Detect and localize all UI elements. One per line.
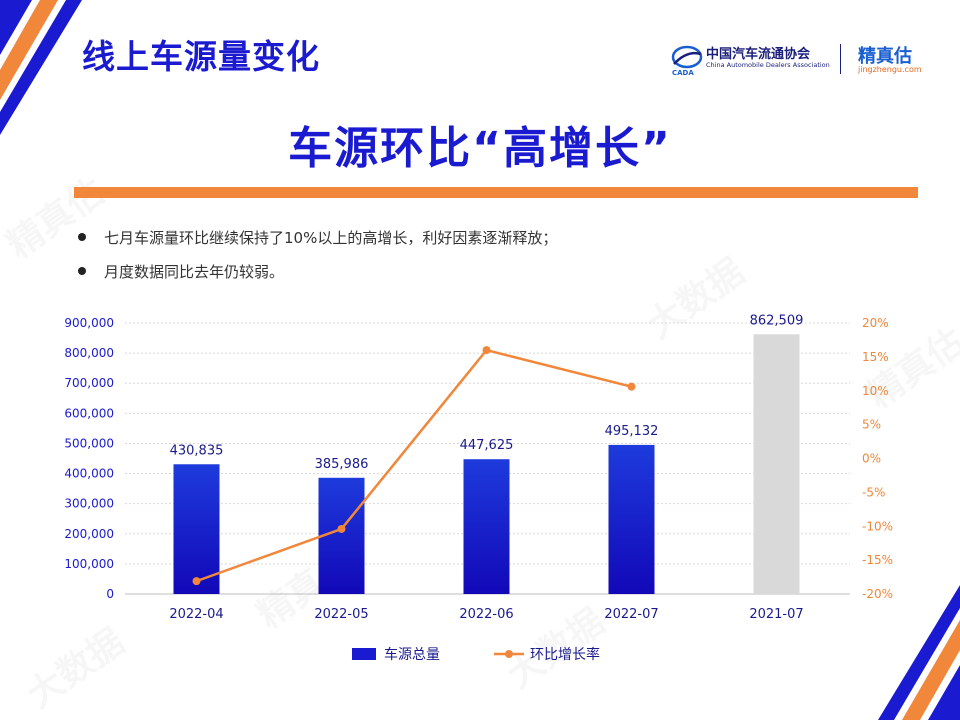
line-point (482, 346, 491, 355)
corner-decoration-bottom-right (878, 585, 960, 720)
right-axis-tick-label: -5% (862, 485, 885, 499)
bar (463, 459, 510, 594)
jzg-url: jingzhengu.com (858, 65, 922, 74)
right-axis-tick-label: -10% (862, 519, 893, 533)
right-axis-tick-label: 10% (862, 384, 889, 398)
page-title: 线上车源量变化 (82, 37, 320, 76)
bullet-item: 七月车源量环比继续保持了10%以上的高增长，利好因素逐渐释放； (78, 224, 557, 250)
bullet-item: 月度数据同比去年仍较弱。 (78, 258, 557, 284)
right-axis-tick-label: -15% (862, 553, 893, 567)
right-axis-tick-label: 0% (862, 452, 881, 466)
x-axis-tick-label: 2022-06 (459, 607, 513, 622)
bar-data-label: 862,509 (750, 313, 804, 328)
right-axis-tick-label: 5% (862, 418, 881, 432)
bar-data-label: 430,835 (170, 443, 224, 458)
main-title: 车源环比“高增长” (288, 123, 672, 174)
cada-english-name: China Automobile Dealers Association (706, 61, 830, 69)
bullet-dot-icon (78, 267, 86, 275)
x-axis-tick-label: 2022-05 (314, 607, 368, 622)
left-axis-tick-label: 800,000 (64, 346, 114, 360)
bullet-dot-icon (78, 233, 86, 241)
bar (173, 464, 220, 594)
x-axis-tick-label: 2022-07 (604, 607, 658, 622)
logo-divider (840, 44, 841, 74)
bar-data-label: 447,625 (460, 438, 514, 453)
right-axis-tick-label: 20% (862, 316, 889, 330)
cada-name: 中国汽车流通协会 (706, 47, 811, 62)
x-axis-tick-label: 2021-07 (749, 607, 803, 622)
jzg-name: 精真估 (858, 46, 912, 67)
legend-bar-swatch (352, 648, 376, 660)
legend-line-label: 环比增长率 (530, 646, 600, 663)
combo-chart: 0 100,000 200,000 300,000 400,000 500,000 600,… (64, 313, 893, 663)
legend-line-marker (505, 650, 513, 658)
logo-block: CADA 中国汽车流通协会 China Automobile Dealers A… (670, 40, 930, 80)
left-axis-tick-label: 100,000 (64, 557, 114, 571)
bar-data-label: 385,986 (315, 457, 369, 472)
line-series-path (196, 348, 632, 583)
bar (318, 477, 365, 594)
line-point (627, 382, 636, 391)
legend-bar-label: 车源总量 (384, 646, 440, 663)
svg-text:CADA: CADA (672, 69, 694, 76)
bullet-text: 月度数据同比去年仍较弱。 (104, 262, 285, 281)
left-axis-tick-label: 700,000 (64, 376, 114, 390)
bullet-text: 七月车源量环比继续保持了10%以上的高增长，利好因素逐渐释放； (104, 228, 558, 247)
left-axis-tick-label: 500,000 (64, 436, 114, 450)
right-axis-tick-label: -20% (862, 587, 893, 601)
corner-decoration-top-left (0, 0, 82, 135)
cada-logo-icon: CADA (671, 45, 703, 76)
bar (608, 444, 655, 594)
bullet-list: 七月车源量环比继续保持了10%以上的高增长，利好因素逐渐释放； 月度数据同比去年… (78, 224, 557, 292)
line-point (192, 577, 201, 586)
left-axis-tick-label: 400,000 (64, 467, 114, 481)
title-underline-bar (74, 187, 918, 198)
x-axis-tick-label: 2022-04 (169, 607, 223, 622)
left-axis-tick-label: 600,000 (64, 406, 114, 420)
left-axis-tick-label: 200,000 (64, 527, 114, 541)
bar-data-label: 495,132 (605, 424, 659, 439)
left-axis-tick-label: 300,000 (64, 497, 114, 511)
left-axis-tick-label: 0 (106, 587, 114, 601)
left-axis-tick-label: 900,000 (64, 316, 114, 330)
line-point (337, 524, 346, 533)
bar (753, 334, 800, 594)
right-axis-tick-label: 15% (862, 350, 889, 364)
